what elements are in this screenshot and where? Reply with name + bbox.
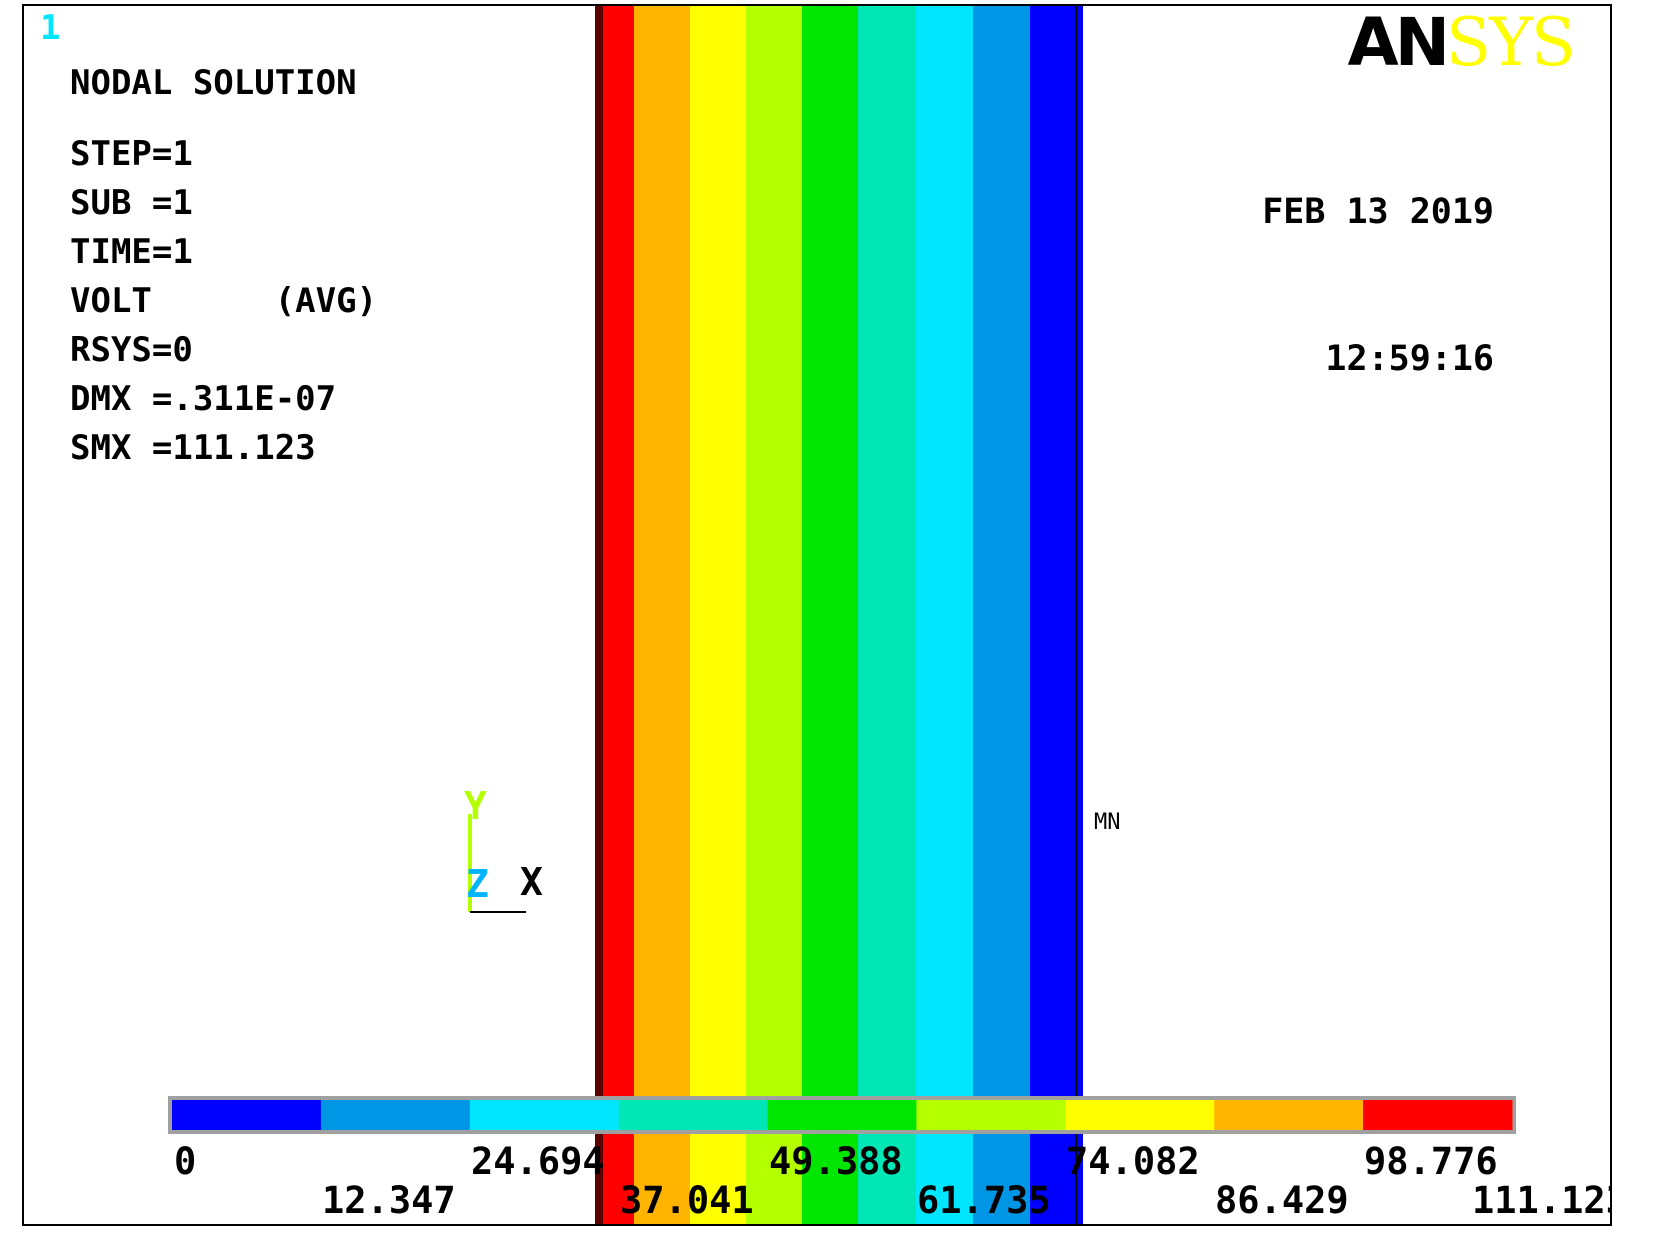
legend-bar	[168, 1096, 1516, 1134]
legend-swatch-8	[1363, 1100, 1513, 1130]
contour-band-0	[603, 6, 635, 1224]
info-sub: SUB =1	[70, 183, 193, 223]
logo-sys: SYS	[1446, 4, 1576, 81]
legend-swatch-6	[1065, 1100, 1215, 1130]
legend-bottom-2: 61.735	[917, 1179, 1051, 1222]
legend-top-3: 74.082	[1066, 1140, 1200, 1183]
window-number: 1	[40, 8, 61, 48]
legend-top-4: 98.776	[1364, 1140, 1498, 1183]
legend-swatch-5	[916, 1100, 1066, 1130]
logo-an: AN	[1347, 4, 1450, 81]
contour-bands	[595, 6, 1083, 1224]
legend-swatch-3	[618, 1100, 769, 1130]
contour-band-5	[858, 6, 917, 1224]
axis-triad: Y Z X	[464, 784, 584, 920]
contour-band-2	[690, 6, 747, 1224]
legend-swatch-0	[172, 1100, 322, 1130]
legend-bottom-1: 37.041	[620, 1179, 754, 1222]
legend-bottom-3: 86.429	[1215, 1179, 1349, 1222]
legend-top-0: 0	[174, 1140, 197, 1183]
legend-bottom-4: 111.123	[1472, 1179, 1610, 1222]
date-text: FEB 13 2019	[1262, 192, 1494, 232]
legend-swatch-1	[320, 1100, 471, 1130]
contour-band-3	[746, 6, 803, 1224]
triad-z-label: Z	[466, 862, 489, 906]
time-text: 12:59:16	[1325, 339, 1494, 379]
legend-swatch-2	[469, 1100, 620, 1130]
legend-top-1: 24.694	[471, 1140, 605, 1183]
contour-band-1	[634, 6, 691, 1224]
contour-band-7	[973, 6, 1031, 1224]
triad-y-label: Y	[464, 784, 487, 828]
info-time: TIME=1	[70, 232, 193, 272]
ansys-logo: ANSYS	[1348, 10, 1576, 76]
info-volt: VOLT (AVG)	[70, 281, 378, 321]
legend-swatch-7	[1214, 1100, 1364, 1130]
contour-edge	[595, 6, 603, 1224]
info-smx: SMX =111.123	[70, 428, 316, 468]
legend-top-2: 49.388	[769, 1140, 903, 1183]
contour-plot	[168, 6, 1516, 1224]
contour-band-8	[1030, 6, 1083, 1224]
legend-swatch-4	[767, 1100, 917, 1130]
triad-x-label: X	[520, 860, 543, 904]
min-marker-label: MN	[1094, 810, 1121, 835]
contour-band-4	[802, 6, 859, 1224]
solution-title: NODAL SOLUTION	[70, 63, 357, 103]
timestamp: FEB 13 2019 12:59:16	[1262, 90, 1494, 482]
legend-bottom-0: 12.347	[322, 1179, 456, 1222]
info-rsys: RSYS=0	[70, 330, 193, 370]
plot-window: 1 ANSYS NODAL SOLUTION STEP=1 SUB =1 TIM…	[22, 4, 1612, 1226]
contour-band-6	[916, 6, 974, 1224]
info-step: STEP=1	[70, 134, 193, 174]
info-dmx: DMX =.311E-07	[70, 379, 337, 419]
